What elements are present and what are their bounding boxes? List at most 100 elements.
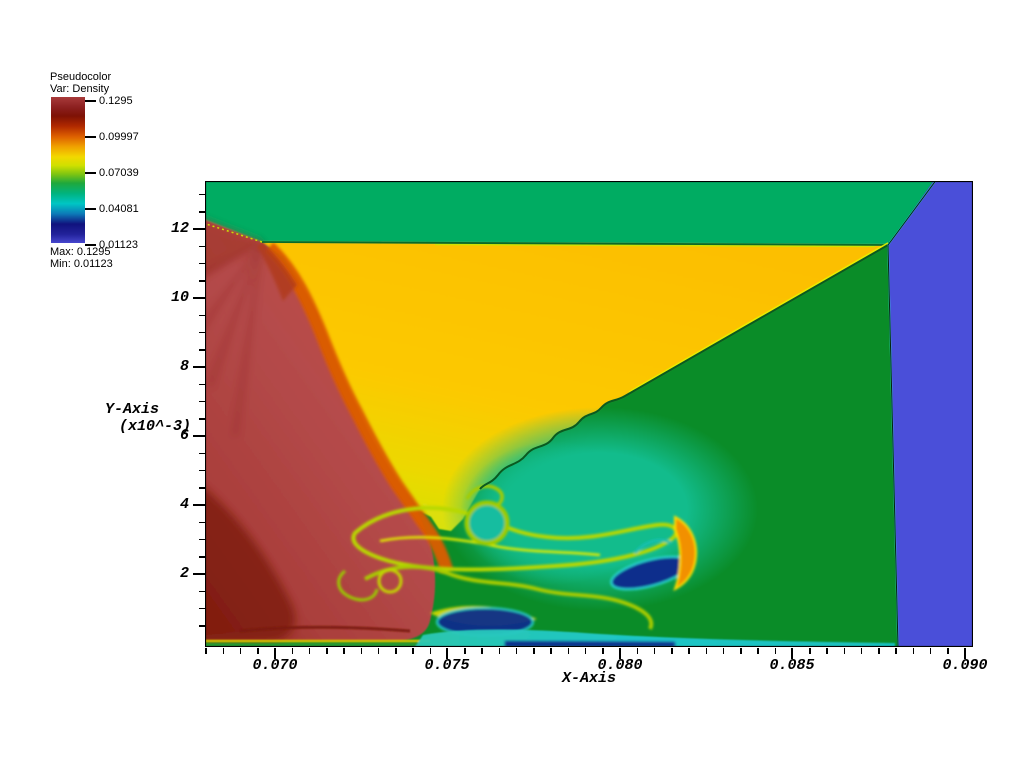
x-minor-tick	[688, 648, 690, 654]
vortex-ring	[464, 500, 510, 546]
x-minor-tick	[878, 648, 880, 654]
x-minor-tick	[222, 648, 224, 654]
x-minor-tick	[308, 648, 311, 654]
contact-line-glow	[434, 243, 876, 248]
colorbar-tick-mark	[85, 136, 96, 138]
small-curl	[377, 568, 403, 594]
density-field	[205, 181, 973, 647]
left-hook-curl	[337, 569, 379, 602]
blue-strip-dark-edge	[887, 181, 937, 647]
x-minor-tick	[895, 648, 897, 654]
y-major-tick	[193, 504, 205, 506]
region-blue-strip	[887, 181, 973, 647]
y-minor-tick	[199, 538, 205, 541]
x-minor-tick	[653, 648, 656, 654]
x-minor-tick	[481, 648, 483, 654]
wall-layers	[205, 625, 895, 647]
slip-line-glow	[628, 242, 889, 393]
orange-apex-wedge	[257, 242, 297, 301]
y-minor-tick	[199, 556, 205, 558]
region-yellow-wedge	[262, 242, 888, 531]
x-major-tick	[446, 648, 448, 659]
x-major-tick	[964, 648, 966, 659]
x-minor-tick	[584, 648, 587, 654]
legend-max: Max: 0.1295	[50, 246, 111, 258]
x-minor-tick	[377, 648, 380, 654]
colorbar-tick-mark	[85, 244, 96, 246]
x-minor-tick	[740, 648, 742, 654]
x-minor-tick	[636, 648, 638, 654]
region-maroon-corner	[205, 488, 295, 641]
colorbar-tick-label: 0.04081	[99, 203, 139, 215]
x-minor-tick	[464, 648, 466, 654]
y-minor-tick	[199, 469, 205, 472]
y-minor-tick	[199, 400, 205, 403]
y-tick-label: 10	[170, 289, 189, 306]
x-minor-tick	[360, 648, 362, 654]
y-minor-tick	[199, 262, 205, 265]
x-minor-tick	[412, 648, 414, 654]
y-minor-tick	[199, 193, 205, 196]
vortex-street	[337, 484, 697, 637]
colorbar-tick-label: 0.07039	[99, 167, 139, 179]
x-tick-label: 0.090	[942, 657, 988, 674]
orange-vortex-head	[673, 515, 697, 592]
y-minor-tick	[199, 331, 205, 334]
y-minor-tick	[199, 625, 205, 627]
x-minor-tick	[757, 648, 759, 654]
y-tick-label: 4	[179, 496, 189, 513]
x-major-tick	[791, 648, 793, 659]
y-tick-label: 12	[170, 220, 189, 237]
y-minor-tick	[199, 314, 205, 316]
red-fan-shading	[205, 219, 262, 276]
y-tick-label: 6	[179, 427, 189, 444]
dotted-boundary	[205, 222, 263, 243]
blue-strip-fill	[888, 181, 973, 647]
x-minor-tick	[774, 648, 776, 654]
x-minor-tick	[205, 648, 207, 654]
y-minor-tick	[199, 245, 205, 247]
x-minor-tick	[947, 648, 949, 654]
y-major-tick	[193, 297, 205, 299]
region-emerald-band	[205, 181, 950, 245]
slip-line	[479, 244, 889, 490]
x-minor-tick	[809, 648, 811, 654]
colorbar-tick-mark	[85, 100, 96, 102]
discontinuity-lines	[205, 222, 889, 490]
x-minor-tick	[533, 648, 535, 654]
x-minor-tick	[550, 648, 552, 654]
colorbar	[51, 97, 85, 243]
contact-line	[261, 241, 889, 246]
lower-filament-chain	[364, 564, 654, 630]
navy-wall-band	[505, 641, 675, 647]
plot-frame	[205, 181, 973, 647]
colorbar-tick-mark	[85, 208, 96, 210]
x-minor-tick	[326, 648, 328, 654]
y-minor-tick	[199, 487, 205, 489]
y-axis-scale-note: (x10^-3)	[119, 418, 192, 435]
orange-shock-band	[264, 242, 454, 573]
y-minor-tick	[199, 607, 205, 610]
y-minor-tick	[199, 280, 205, 282]
eddy-filament-inner	[379, 535, 601, 557]
x-minor-tick	[722, 648, 725, 654]
x-minor-tick	[929, 648, 932, 654]
region-red-fan	[205, 219, 436, 641]
x-minor-tick	[567, 648, 569, 654]
head-cyan-swirl	[633, 538, 672, 555]
y-minor-tick	[199, 590, 205, 592]
legend-title: Pseudocolor	[50, 71, 112, 83]
x-minor-tick	[602, 648, 604, 654]
x-minor-tick	[498, 648, 500, 654]
colorbar-tick-label: 0.1295	[99, 95, 133, 107]
x-tick-label: 0.070	[252, 657, 298, 674]
y-minor-tick	[199, 521, 205, 523]
colorbar-tick-mark	[85, 172, 96, 174]
x-tick-label: 0.075	[424, 657, 470, 674]
y-minor-tick	[199, 383, 205, 385]
x-minor-tick	[671, 648, 673, 654]
y-major-tick	[193, 366, 205, 368]
y-major-tick	[193, 228, 205, 230]
y-minor-tick	[199, 418, 205, 420]
